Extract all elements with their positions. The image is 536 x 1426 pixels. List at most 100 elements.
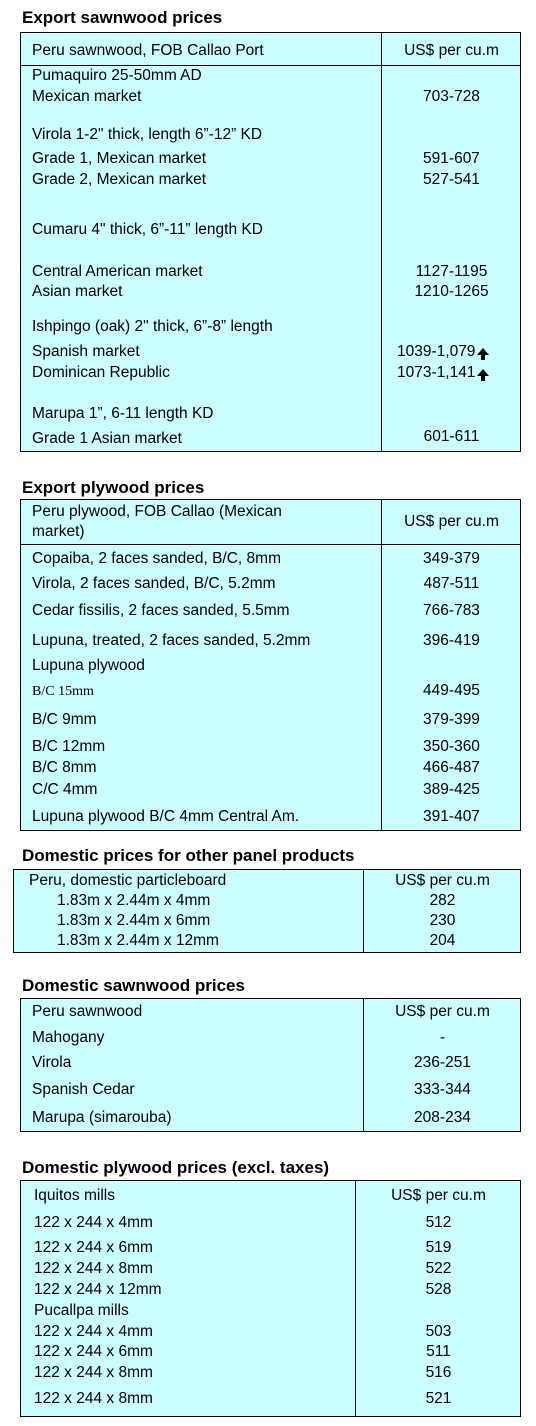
export-sawnwood-title: Export sawnwood prices (22, 8, 223, 27)
row-label: 1.83m x 2.44m x 4mm (57, 892, 211, 909)
row-label: Marupa 1”, 6-11 length KD (32, 405, 214, 422)
row-value: 1039-1,079 (397, 343, 490, 361)
export-plywood-table: Peru plywood, FOB Callao (Mexican market… (20, 499, 521, 831)
export-plywood-title: Export plywood prices (22, 478, 205, 497)
header-label: Peru sawnwood, FOB Callao Port (32, 42, 264, 59)
row-label: 122 x 244 x 4mm (34, 1323, 153, 1340)
row-value: 528 (425, 1281, 452, 1298)
header-unit: US$ per cu.m (395, 872, 490, 889)
header-label: Iquitos mills (34, 1187, 115, 1204)
row-value: 208-234 (414, 1109, 471, 1126)
row-value: 503 (425, 1323, 452, 1340)
row-label: Lupuna, treated, 2 faces sanded, 5.2mm (32, 632, 311, 649)
row-value: 516 (425, 1364, 452, 1381)
row-label: Cedar fissilis, 2 faces sanded, 5.5mm (32, 602, 290, 619)
row-value: 1210-1265 (414, 283, 489, 300)
row-value: - (439, 1029, 446, 1046)
row-value: 466-487 (423, 759, 480, 776)
header-unit: US$ per cu.m (395, 1003, 490, 1020)
row-label: Pumaquiro 25-50mm AD (32, 67, 202, 84)
domestic-plywood-table: Iquitos mills US$ per cu.m 122 x 244 x 4… (20, 1180, 521, 1417)
row-value: 449-495 (423, 682, 480, 699)
row-label: 122 x 244 x 12mm (34, 1281, 162, 1298)
row-value: 236-251 (414, 1054, 471, 1071)
column-divider (381, 33, 382, 451)
row-value: 527-541 (423, 171, 480, 188)
row-label: Spanish Cedar (32, 1081, 135, 1098)
row-label: Cumaru 4" thick, 6”-11” length KD (32, 221, 263, 238)
row-value: 204 (429, 932, 456, 949)
header-unit: US$ per cu.m (391, 1187, 486, 1204)
header-divider (21, 544, 520, 545)
row-value: 1073-1,141 (397, 364, 490, 382)
row-value: 282 (429, 892, 456, 909)
row-value: 333-344 (414, 1081, 471, 1098)
row-label: Virola (32, 1054, 72, 1071)
row-label: Ishpingo (oak) 2" thick, 6”-8” length (32, 318, 273, 335)
column-divider (363, 999, 364, 1131)
row-value: 766-783 (423, 602, 480, 619)
header-label: Peru sawnwood (32, 1003, 143, 1020)
row-value: 522 (425, 1260, 452, 1277)
row-label: Lupuna plywood B/C 4mm Central Am. (32, 808, 300, 825)
row-label: 122 x 244 x 6mm (34, 1239, 153, 1256)
row-label: Virola, 2 faces sanded, B/C, 5.2mm (32, 575, 276, 592)
row-label: B/C 15mm (32, 684, 94, 699)
domestic-panel-title: Domestic prices for other panel products (22, 846, 355, 865)
row-value: 511 (426, 1343, 451, 1360)
row-label: Grade 1 Asian market (32, 430, 182, 447)
export-sawnwood-table: Peru sawnwood, FOB Callao Port US$ per c… (20, 32, 521, 452)
header-label: market) (32, 523, 85, 540)
row-label: B/C 12mm (32, 738, 106, 755)
row-value: 391-407 (423, 808, 480, 825)
header-divider (21, 65, 520, 66)
row-label: 122 x 244 x 6mm (34, 1343, 153, 1360)
row-label: Central American market (32, 263, 203, 280)
row-value: 350-360 (423, 738, 480, 755)
row-label: Lupuna plywood (32, 657, 145, 674)
row-value: 349-379 (423, 550, 480, 567)
row-value: 512 (425, 1214, 452, 1231)
column-divider (381, 500, 382, 830)
header-unit: US$ per cu.m (404, 42, 499, 59)
row-value: 703-728 (423, 88, 480, 105)
row-value: 487-511 (423, 575, 480, 592)
row-label: Grade 1, Mexican market (32, 150, 207, 167)
row-value: 591-607 (423, 150, 480, 167)
row-value: 1127-1195 (415, 263, 488, 280)
column-divider (363, 870, 364, 952)
row-label: 122 x 244 x 8mm (34, 1390, 153, 1407)
row-label: Copaiba, 2 faces sanded, B/C, 8mm (32, 550, 281, 567)
row-value: 379-399 (423, 711, 480, 728)
up-arrow-icon (477, 369, 490, 381)
header-unit: US$ per cu.m (404, 513, 499, 530)
row-label: Asian market (32, 283, 123, 300)
row-label: C/C 4mm (32, 781, 98, 798)
row-label: 122 x 244 x 8mm (34, 1260, 153, 1277)
domestic-sawnwood-table: Peru sawnwood US$ per cu.m Mahogany - Vi… (20, 998, 521, 1132)
up-arrow-icon (477, 348, 490, 360)
domestic-sawnwood-title: Domestic sawnwood prices (22, 976, 245, 995)
row-value: 521 (425, 1390, 452, 1407)
row-value: 519 (425, 1239, 452, 1256)
row-label: B/C 8mm (32, 759, 97, 776)
row-label: Pucallpa mills (34, 1302, 129, 1319)
domestic-panel-table: Peru, domestic particleboard US$ per cu.… (13, 869, 521, 953)
row-label: 122 x 244 x 4mm (34, 1214, 153, 1231)
row-value: 601-611 (423, 428, 480, 445)
header-label: Peru plywood, FOB Callao (Mexican (32, 503, 282, 520)
row-label: Mahogany (32, 1029, 105, 1046)
row-value: 230 (429, 912, 456, 929)
header-label: Peru, domestic particleboard (29, 872, 227, 889)
row-label: Virola 1-2" thick, length 6”-12” KD (32, 126, 263, 143)
row-label: Marupa (simarouba) (32, 1109, 172, 1126)
row-label: 1.83m x 2.44m x 12mm (57, 932, 219, 949)
row-label: 122 x 244 x 8mm (34, 1364, 153, 1381)
row-value: 389-425 (423, 781, 480, 798)
row-value: 396-419 (423, 632, 480, 649)
row-label: Dominican Republic (32, 364, 170, 381)
row-label: B/C 9mm (32, 711, 97, 728)
row-label: Mexican market (32, 88, 142, 105)
row-label: Spanish market (32, 343, 140, 360)
row-label: 1.83m x 2.44m x 6mm (57, 912, 211, 929)
